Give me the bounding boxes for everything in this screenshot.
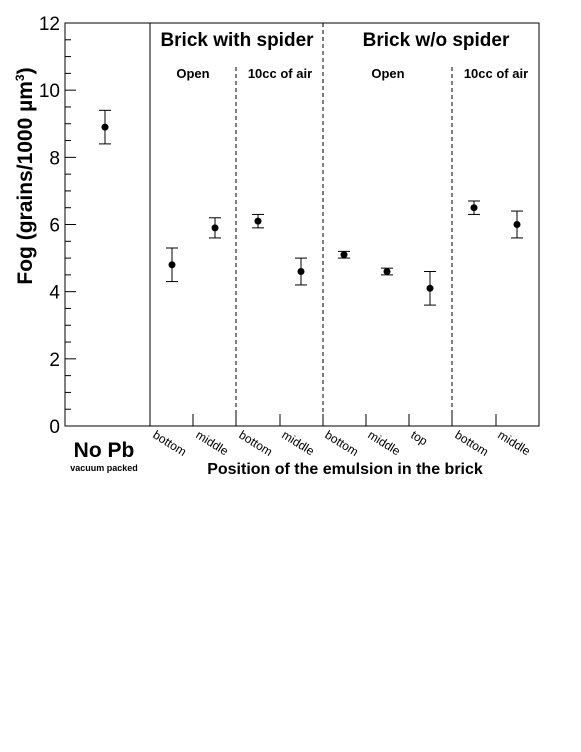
x-position-label: bottom xyxy=(236,428,275,459)
group-title-with-spider: Brick with spider xyxy=(160,30,314,51)
data-point xyxy=(211,224,219,232)
y-axis-label-close: ) xyxy=(14,67,37,74)
y-tick-label: 6 xyxy=(49,216,60,237)
nopb-sublabel: vacuum packed xyxy=(70,463,138,473)
group-title-without-spider: Brick w/o spider xyxy=(363,30,510,51)
x-position-label: bottom xyxy=(452,428,491,459)
section-dividers xyxy=(149,23,453,426)
data-point xyxy=(297,268,305,276)
data-point xyxy=(340,251,348,259)
y-axis-ticks xyxy=(65,22,76,427)
y-axis-label: Fog (grains/1000 µm3) xyxy=(13,67,37,284)
data-point xyxy=(254,217,262,225)
error-bars xyxy=(99,109,523,306)
y-axis-tick-labels: 0 2 4 6 8 10 12 xyxy=(39,14,61,438)
data-points xyxy=(101,123,521,292)
x-position-label: top xyxy=(408,428,430,449)
section-title-air-1: 10cc of air xyxy=(248,66,312,81)
section-title-open-1: Open xyxy=(176,66,209,81)
x-position-label: middle xyxy=(193,428,231,459)
data-point xyxy=(101,123,109,131)
nopb-label: No Pb xyxy=(74,439,135,462)
data-point xyxy=(513,221,521,228)
x-axis-position-labels: bottom middle bottom middle bottom middle top b… xyxy=(150,428,533,459)
x-position-label: bottom xyxy=(150,428,189,459)
y-tick-label: 10 xyxy=(39,81,60,102)
y-tick-label: 4 xyxy=(49,283,60,304)
x-axis-ticks xyxy=(149,414,497,426)
x-position-label: middle xyxy=(365,428,403,459)
y-tick-label: 0 xyxy=(49,417,60,438)
y-tick-label: 12 xyxy=(39,14,60,35)
x-position-label: middle xyxy=(279,428,317,459)
x-position-label: middle xyxy=(495,428,533,459)
y-tick-label: 2 xyxy=(49,350,60,371)
section-title-air-2: 10cc of air xyxy=(464,66,528,81)
data-point xyxy=(470,204,478,212)
x-axis-label: Position of the emulsion in the brick xyxy=(207,461,483,478)
data-point xyxy=(426,284,434,292)
x-position-label: bottom xyxy=(322,428,361,459)
data-point xyxy=(383,268,391,276)
section-title-open-2: Open xyxy=(371,66,404,81)
data-point xyxy=(168,261,176,269)
y-axis-label-superscript: 3 xyxy=(13,74,27,81)
y-tick-label: 8 xyxy=(49,148,60,169)
plot-frame xyxy=(64,22,540,427)
plot-border xyxy=(64,22,540,427)
